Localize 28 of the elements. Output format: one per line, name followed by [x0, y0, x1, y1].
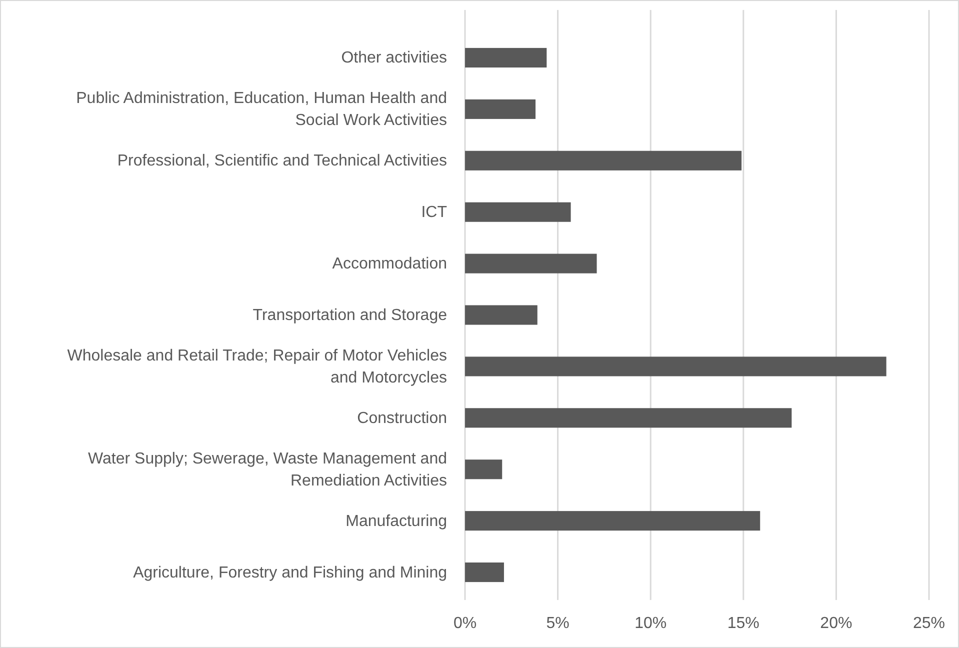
bar: [465, 48, 547, 68]
x-tick-label: 5%: [546, 615, 570, 632]
y-tick-label: Agriculture, Forestry and Fishing and Mining: [133, 564, 447, 582]
y-tick-label: Other activities: [341, 50, 447, 67]
bar: [465, 254, 597, 274]
y-tick-label: Transportation and Storage: [252, 307, 448, 324]
bar: [465, 408, 792, 428]
bar: [465, 511, 760, 531]
x-tick-label: 25%: [912, 615, 946, 632]
y-tick-label: Professional, Scientific and Technical Activities: [117, 152, 447, 170]
y-tick-label: Accommodation: [332, 256, 447, 273]
y-tick-label: Manufacturing: [346, 512, 447, 530]
x-tick-label: 15%: [727, 615, 760, 632]
bar: [465, 460, 502, 480]
bar: [465, 202, 571, 222]
bar: [465, 305, 538, 325]
y-tick-label: Water Supply; Sewerage, Waste Management and Remediation Activities: [88, 450, 447, 490]
y-tick-label: Wholesale and Retail Trade; Repair of Motor Vehicles and Motorcycles: [67, 347, 447, 386]
x-tick-label: 0%: [453, 615, 477, 632]
bar: [465, 150, 742, 170]
y-tick-label: Public Administration, Education, Human Health and Social Work Activities: [76, 90, 447, 130]
y-tick-label: ICT: [421, 204, 448, 222]
y-tick-label: Construction: [357, 410, 447, 427]
x-tick-label: 10%: [634, 615, 667, 632]
bar: [465, 99, 536, 119]
x-tick-label: 20%: [820, 615, 852, 632]
bar: [465, 562, 504, 582]
bar: [465, 356, 886, 376]
